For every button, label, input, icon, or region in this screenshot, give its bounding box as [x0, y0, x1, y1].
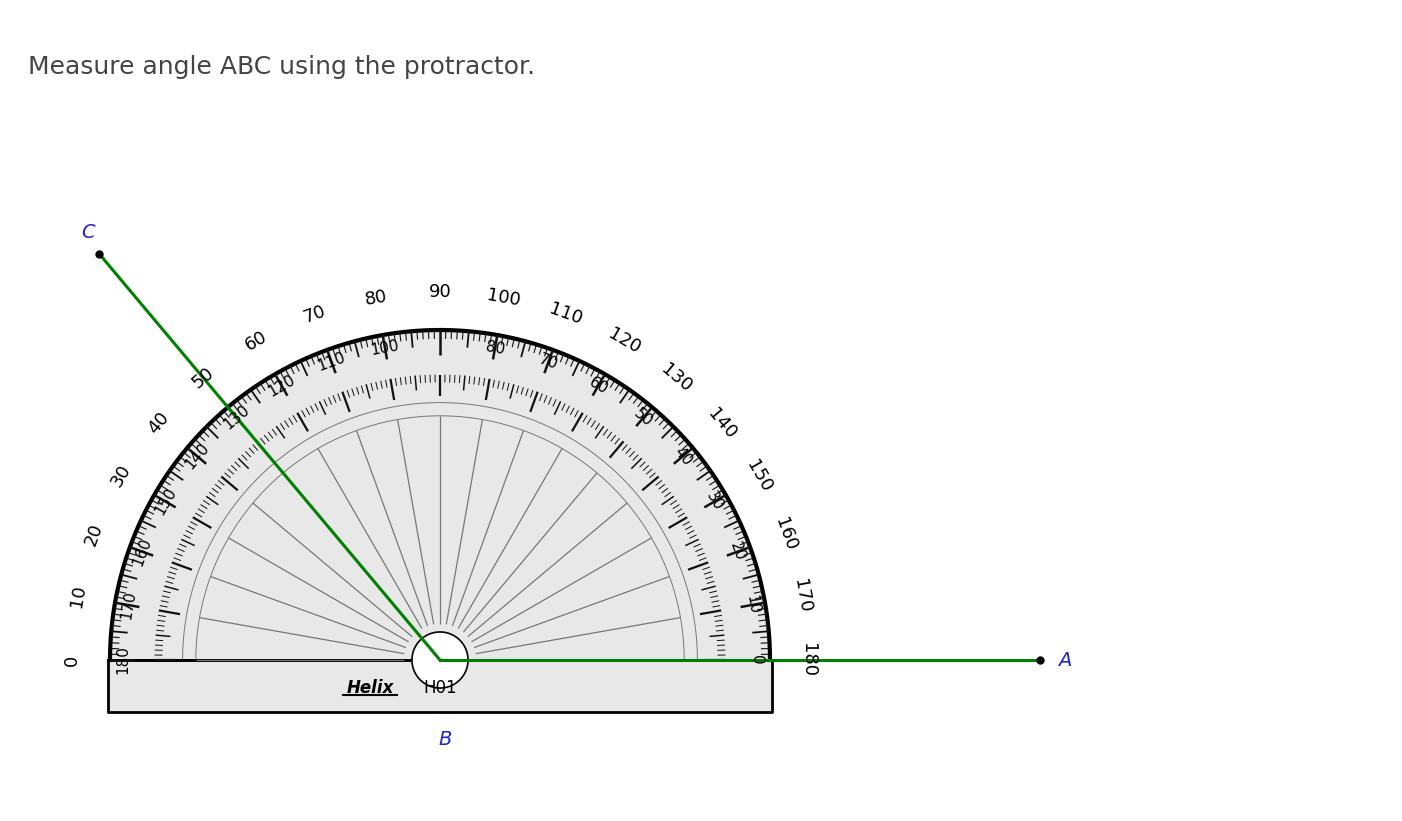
Text: H01: H01 [423, 679, 457, 697]
Text: 180: 180 [799, 643, 817, 677]
Text: 10: 10 [743, 594, 761, 616]
Text: B: B [439, 730, 451, 749]
Text: 20: 20 [728, 540, 749, 563]
Text: 170: 170 [118, 589, 137, 621]
Text: 120: 120 [265, 372, 297, 399]
Text: 60: 60 [586, 374, 610, 397]
Text: 0: 0 [63, 654, 81, 666]
Text: 130: 130 [658, 360, 695, 396]
Text: 80: 80 [484, 339, 506, 357]
Text: 70: 70 [300, 302, 328, 327]
Text: Helix: Helix [346, 679, 394, 697]
Polygon shape [108, 660, 773, 712]
Text: 180: 180 [116, 645, 130, 674]
Text: 90: 90 [429, 283, 451, 301]
Text: 80: 80 [363, 287, 388, 309]
Text: 20: 20 [81, 521, 107, 548]
Text: 110: 110 [315, 351, 348, 374]
Polygon shape [109, 330, 770, 660]
Text: 100: 100 [370, 338, 401, 358]
Text: 140: 140 [182, 441, 212, 472]
Text: 140: 140 [704, 405, 740, 443]
Text: 160: 160 [771, 515, 801, 553]
Text: 50: 50 [631, 406, 656, 429]
Text: 150: 150 [742, 456, 775, 495]
Text: 160: 160 [130, 535, 154, 568]
Text: 50: 50 [189, 364, 217, 392]
Text: 70: 70 [537, 352, 559, 373]
Text: 120: 120 [604, 325, 644, 358]
Text: 100: 100 [485, 286, 522, 310]
Text: 40: 40 [144, 409, 172, 438]
Text: 0: 0 [749, 655, 764, 665]
Polygon shape [412, 632, 468, 688]
Text: Measure angle ABC using the protractor.: Measure angle ABC using the protractor. [28, 55, 536, 79]
Text: 40: 40 [670, 444, 694, 469]
Text: C: C [81, 223, 94, 242]
Text: 60: 60 [241, 328, 271, 355]
Text: 130: 130 [220, 402, 252, 433]
Text: 10: 10 [67, 584, 88, 609]
Text: A: A [1059, 650, 1071, 669]
Text: 170: 170 [791, 578, 815, 614]
Text: 150: 150 [151, 485, 179, 518]
Text: 110: 110 [547, 300, 585, 328]
Text: 30: 30 [108, 461, 135, 490]
Text: 30: 30 [702, 489, 726, 514]
